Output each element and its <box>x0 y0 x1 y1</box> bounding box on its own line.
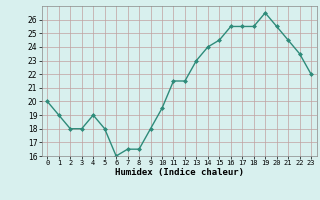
X-axis label: Humidex (Indice chaleur): Humidex (Indice chaleur) <box>115 168 244 177</box>
